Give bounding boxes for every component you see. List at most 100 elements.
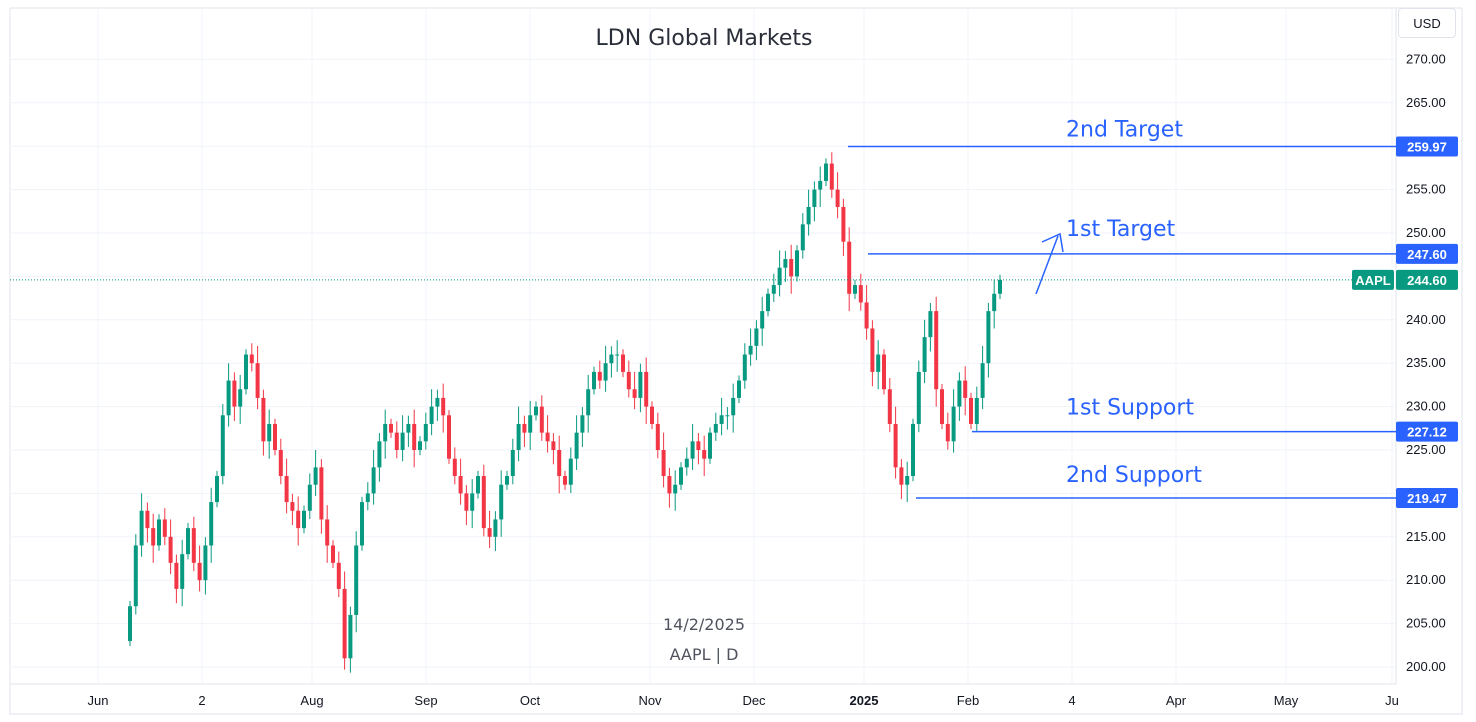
- candle-body: [389, 423, 393, 433]
- candle-body: [824, 163, 828, 181]
- candle-body: [858, 285, 863, 303]
- candle-body: [609, 354, 614, 364]
- x-tick-label: Apr: [1166, 693, 1187, 708]
- candle-body: [377, 441, 382, 468]
- candle-body: [638, 371, 643, 398]
- candle-body: [592, 371, 596, 390]
- candle-body: [951, 406, 956, 442]
- candle-body: [128, 606, 132, 641]
- candle-body: [655, 423, 660, 450]
- candle-body: [597, 371, 602, 381]
- candle-body: [632, 389, 637, 398]
- candle-body: [539, 406, 544, 433]
- candle-body: [708, 432, 712, 459]
- candle-body: [882, 354, 886, 390]
- candle-body: [493, 519, 498, 537]
- level-price-tag: [1396, 488, 1458, 509]
- candle-body: [963, 380, 968, 398]
- candle-body: [284, 476, 289, 503]
- candle-body: [876, 354, 881, 372]
- candle-body: [818, 180, 823, 190]
- candle-body: [487, 528, 492, 537]
- candle-body: [302, 510, 306, 529]
- candle-body: [725, 415, 730, 417]
- candle-body: [278, 450, 283, 477]
- candle-body: [650, 406, 654, 424]
- candle-body: [916, 371, 921, 424]
- candle-body: [313, 467, 318, 485]
- level-price-tag: [1396, 243, 1458, 264]
- candle-body: [545, 432, 550, 442]
- candle-body: [945, 423, 950, 442]
- y-tick-label: 215.00: [1406, 529, 1446, 544]
- x-tick-label: Aug: [300, 693, 323, 708]
- y-tick-label: 240.00: [1406, 312, 1446, 327]
- candle-body: [273, 423, 277, 450]
- candle-body: [754, 328, 759, 346]
- candle-body: [696, 441, 701, 450]
- candle-body: [928, 311, 933, 338]
- candle-body: [209, 502, 214, 546]
- candle-body: [603, 363, 608, 381]
- candle-body: [893, 423, 898, 468]
- candle-body: [348, 614, 353, 659]
- candle-body: [534, 406, 538, 416]
- level-price-tag-label: 247.60: [1407, 247, 1447, 262]
- candle-body: [470, 493, 475, 511]
- y-tick-label: 230.00: [1406, 399, 1446, 414]
- candle-body: [476, 476, 480, 494]
- candle-body: [969, 397, 973, 424]
- candle-body: [771, 285, 776, 294]
- level-label: 1st Support: [1066, 396, 1194, 421]
- candle-body: [574, 432, 579, 459]
- candle-body: [394, 432, 399, 450]
- candle-body: [905, 476, 910, 485]
- candle-body: [151, 528, 156, 546]
- candle-body: [191, 528, 196, 563]
- candle-body: [887, 389, 892, 424]
- level-label: 1st Target: [1066, 217, 1176, 242]
- candle-body: [429, 406, 434, 424]
- candle-body: [162, 519, 167, 537]
- candle-body: [829, 163, 834, 190]
- candle-body: [864, 302, 869, 329]
- candle-body: [568, 458, 573, 485]
- candle-body: [748, 345, 753, 355]
- candle-body: [342, 588, 347, 659]
- candle-body: [441, 397, 446, 416]
- candle-body: [713, 423, 718, 433]
- y-tick-label: 210.00: [1406, 572, 1446, 587]
- candle-body: [777, 267, 782, 286]
- candle-body: [331, 545, 335, 563]
- candle-body: [319, 467, 324, 520]
- candle-body: [505, 476, 509, 485]
- x-tick-label: Ju: [1385, 693, 1399, 708]
- y-tick-label: 250.00: [1406, 225, 1446, 240]
- candle-body: [435, 397, 440, 407]
- x-tick-label: 2025: [850, 693, 879, 708]
- candle-body: [215, 476, 219, 503]
- candle-body: [412, 423, 417, 450]
- x-tick-label: Feb: [957, 693, 979, 708]
- candle-body: [615, 354, 620, 356]
- candle-body: [458, 476, 463, 494]
- candle-body: [551, 441, 556, 450]
- candle-body: [800, 224, 805, 251]
- candle-body: [383, 423, 388, 442]
- symbol-tag: [1352, 269, 1394, 290]
- candle-body: [307, 484, 312, 511]
- candle-body: [974, 397, 979, 424]
- candle-body: [226, 380, 231, 416]
- last-price-tag: [1396, 269, 1458, 290]
- candle-body: [244, 354, 248, 390]
- candle-body: [789, 259, 794, 277]
- candle-body: [296, 510, 301, 529]
- candle-body: [168, 536, 173, 563]
- candle-body: [423, 423, 428, 442]
- level-label: 2nd Support: [1066, 463, 1202, 488]
- candle-body: [812, 189, 817, 207]
- currency-selector[interactable]: USD: [1398, 8, 1456, 38]
- candle-body: [841, 206, 846, 242]
- level-price-tag-label: 227.12: [1407, 425, 1447, 440]
